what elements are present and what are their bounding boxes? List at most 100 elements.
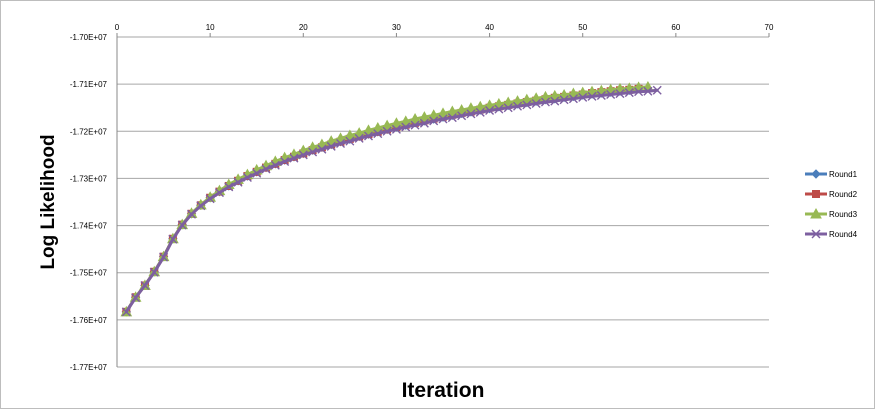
data-point xyxy=(550,96,560,106)
data-point xyxy=(812,190,820,198)
y-tick-label: -1.71E+07 xyxy=(70,80,108,89)
x-tick-labels: 0 10 20 30 40 50 60 70 xyxy=(115,23,774,32)
data-point-stroke xyxy=(466,109,476,119)
data-point-stroke xyxy=(401,122,411,132)
data-point-stroke xyxy=(485,106,495,116)
data-point xyxy=(810,207,822,219)
data-point-stroke xyxy=(252,168,262,178)
data-point xyxy=(419,118,429,128)
data-point xyxy=(224,182,234,192)
data-point xyxy=(634,87,644,97)
data-point-stroke xyxy=(391,124,401,134)
data-point xyxy=(437,107,449,118)
data-point-stroke xyxy=(270,160,280,170)
data-point xyxy=(596,90,606,100)
data-point xyxy=(289,153,299,163)
data-point-stroke xyxy=(242,172,252,182)
data-point-stroke xyxy=(382,126,392,136)
data-point-stroke xyxy=(596,90,606,100)
legend-label: Round2 xyxy=(829,190,858,199)
y-tick-label: -1.73E+07 xyxy=(70,174,108,183)
data-point xyxy=(474,100,487,112)
grid-lines xyxy=(116,33,770,368)
legend-label: Round3 xyxy=(829,210,858,219)
data-point xyxy=(446,105,459,116)
data-point xyxy=(373,129,383,139)
data-point-stroke xyxy=(363,131,373,141)
data-point xyxy=(187,209,197,219)
x-tick-label: 20 xyxy=(299,23,308,32)
data-point-stroke xyxy=(149,267,159,277)
x-tick-label: 0 xyxy=(115,23,120,32)
data-point-stroke xyxy=(121,307,131,317)
y-tick-label: -1.70E+07 xyxy=(70,33,108,42)
data-point xyxy=(242,172,252,182)
data-point xyxy=(447,113,457,123)
data-point xyxy=(587,91,597,101)
data-point-stroke xyxy=(438,114,448,124)
x-tick-label: 60 xyxy=(671,23,680,32)
data-point-stroke xyxy=(419,118,429,128)
data-point-stroke xyxy=(168,234,178,244)
data-point-stroke xyxy=(289,153,299,163)
data-point xyxy=(568,94,578,104)
legend: Round1 Round2 Round3 Round4 xyxy=(805,169,858,239)
legend-item-round3: Round3 xyxy=(805,207,858,219)
data-point-stroke xyxy=(634,87,644,97)
data-point xyxy=(643,86,653,96)
data-point xyxy=(578,92,588,102)
data-point-stroke xyxy=(513,101,523,111)
data-point-stroke xyxy=(196,201,206,211)
data-point-stroke xyxy=(345,136,355,146)
data-point xyxy=(270,160,280,170)
data-point xyxy=(362,124,375,135)
data-point xyxy=(409,112,421,124)
data-point-stroke xyxy=(540,97,550,107)
data-point-stroke xyxy=(652,85,662,95)
data-point xyxy=(391,124,401,134)
data-point-stroke xyxy=(233,177,243,187)
data-point-stroke xyxy=(280,156,290,166)
data-point xyxy=(336,139,346,149)
data-point xyxy=(371,121,384,133)
data-point xyxy=(280,156,290,166)
y-tick-label: -1.72E+07 xyxy=(70,127,108,136)
data-point-stroke xyxy=(317,144,327,154)
data-point xyxy=(354,133,364,143)
y-tick-label: -1.75E+07 xyxy=(70,269,108,278)
data-point xyxy=(455,104,468,115)
data-point xyxy=(401,122,411,132)
data-point xyxy=(205,194,215,204)
y-tick-labels: -1.70E+07 -1.71E+07 -1.72E+07 -1.73E+07 -1.7… xyxy=(70,33,108,372)
series-round1 xyxy=(121,85,634,317)
data-point xyxy=(513,101,523,111)
data-point xyxy=(540,97,550,107)
data-point xyxy=(345,136,355,146)
data-point-stroke xyxy=(559,95,569,105)
data-point xyxy=(811,169,821,179)
data-point-stroke xyxy=(531,98,541,108)
x-axis-title: Iteration xyxy=(402,379,485,402)
data-point-stroke xyxy=(410,120,420,130)
data-point xyxy=(485,106,495,116)
data-point xyxy=(382,126,392,136)
data-point-stroke xyxy=(503,103,513,113)
data-point xyxy=(410,120,420,130)
data-point xyxy=(317,144,327,154)
data-point xyxy=(298,150,308,160)
data-point-stroke xyxy=(568,94,578,104)
series-line xyxy=(124,88,659,314)
data-point-stroke xyxy=(578,92,588,102)
data-point xyxy=(399,115,412,126)
data-point-stroke xyxy=(550,96,560,106)
data-point xyxy=(427,109,440,120)
x-tick-label: 40 xyxy=(485,23,494,32)
data-point-stroke xyxy=(205,194,215,204)
data-point-stroke xyxy=(354,133,364,143)
data-point xyxy=(438,114,448,124)
series-line xyxy=(124,87,641,314)
data-point-stroke xyxy=(615,89,625,99)
data-point-stroke xyxy=(261,164,271,174)
data-point xyxy=(503,103,513,113)
